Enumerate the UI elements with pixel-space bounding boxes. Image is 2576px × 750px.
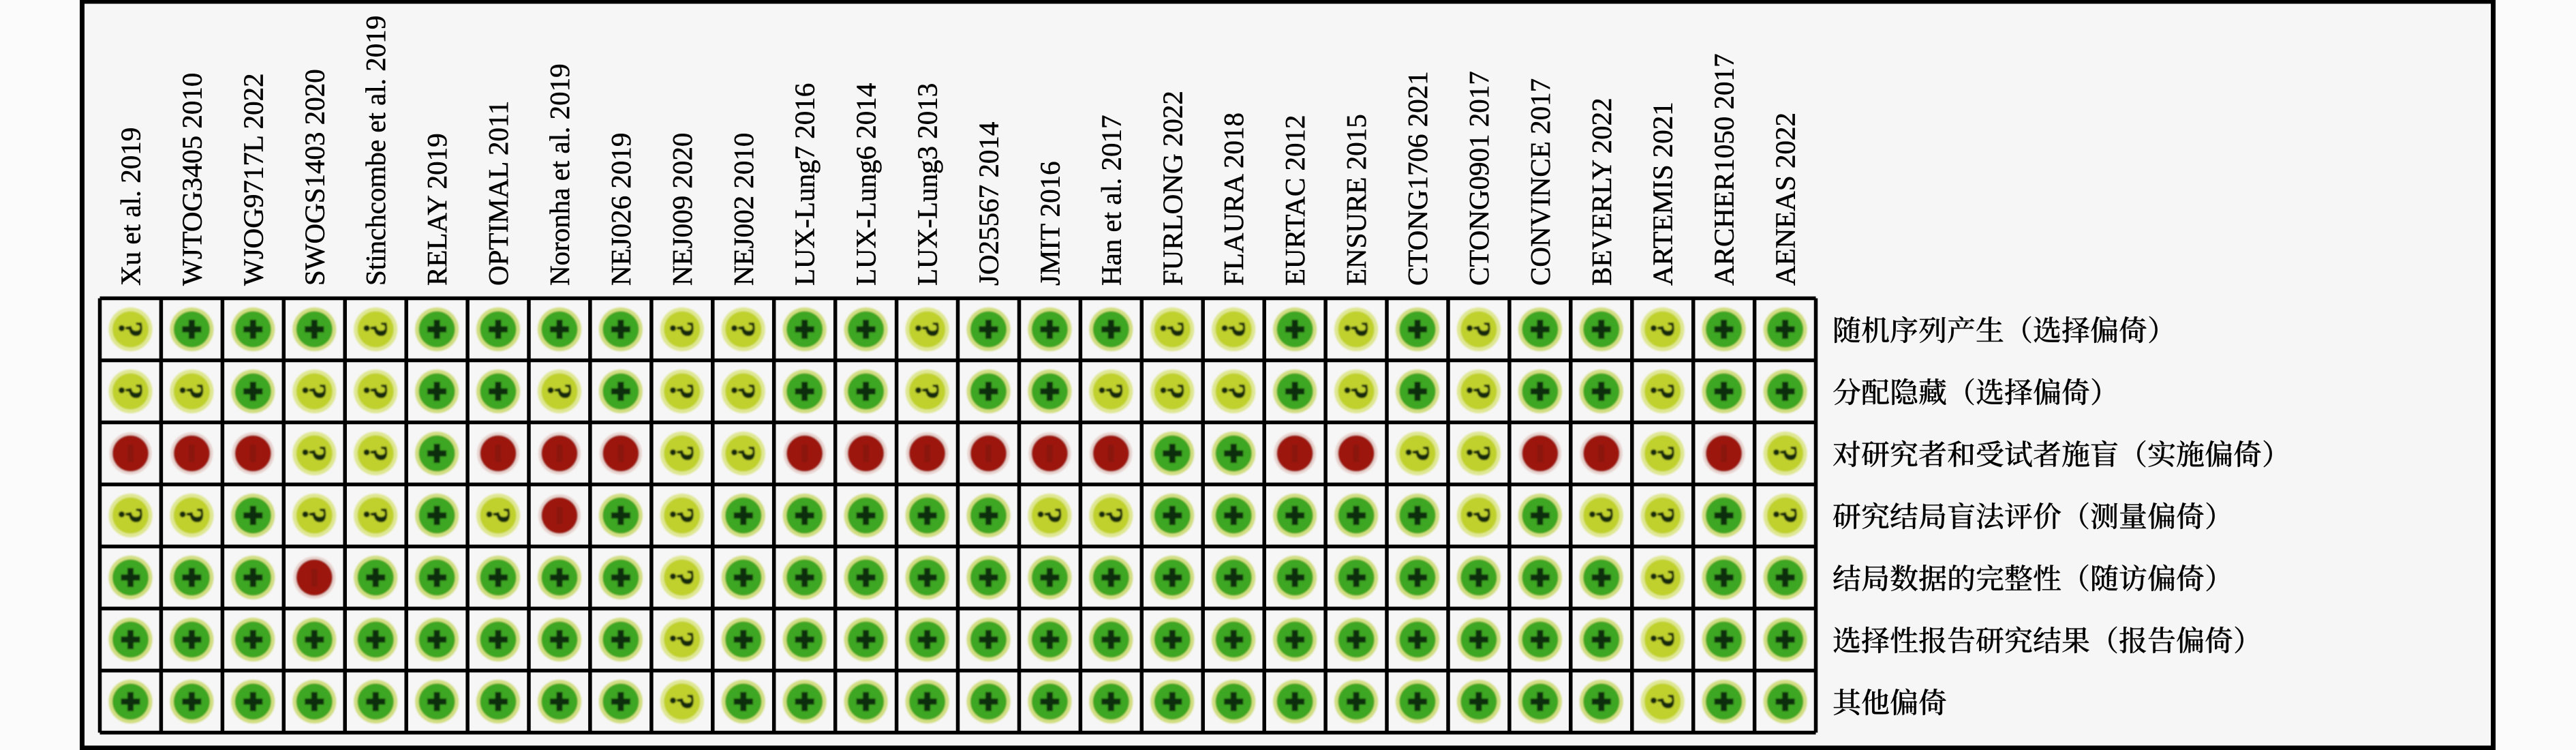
svg-text:?: ? xyxy=(1644,321,1683,338)
svg-text:?: ? xyxy=(1460,321,1499,338)
svg-text:?: ? xyxy=(1154,383,1192,400)
svg-text:Han et al. 2017: Han et al. 2017 xyxy=(1095,115,1126,286)
svg-text:CTONG0901 2017: CTONG0901 2017 xyxy=(1463,71,1494,286)
svg-text:?: ? xyxy=(1644,445,1683,462)
svg-text:AENEAS 2022: AENEAS 2022 xyxy=(1770,112,1801,286)
svg-text:?: ? xyxy=(1338,321,1376,338)
svg-text:?: ? xyxy=(1460,383,1499,400)
svg-text:?: ? xyxy=(173,383,211,400)
svg-text:Noronha et al. 2019: Noronha et al. 2019 xyxy=(544,63,575,286)
svg-text:?: ? xyxy=(173,507,211,524)
svg-text:JMIT 2016: JMIT 2016 xyxy=(1034,161,1065,286)
svg-text:?: ? xyxy=(1644,569,1683,586)
svg-text:LUX-Lung7 2016: LUX-Lung7 2016 xyxy=(789,83,821,286)
svg-text:?: ? xyxy=(664,383,702,400)
svg-text:?: ? xyxy=(1644,631,1683,648)
svg-text:?: ? xyxy=(1154,321,1192,338)
svg-text:?: ? xyxy=(480,507,518,524)
svg-text:?: ? xyxy=(1460,445,1499,462)
svg-text:?: ? xyxy=(1766,445,1805,462)
svg-text:Stinchcombe et al. 2019: Stinchcombe et al. 2019 xyxy=(360,16,391,286)
svg-text:?: ? xyxy=(908,321,947,338)
svg-text:WJTOG3405 2010: WJTOG3405 2010 xyxy=(176,73,207,286)
svg-text:?: ? xyxy=(664,631,702,648)
svg-text:?: ? xyxy=(357,445,395,462)
svg-text:RELAY 2019: RELAY 2019 xyxy=(421,133,453,286)
svg-text:?: ? xyxy=(357,383,395,400)
svg-text:?: ? xyxy=(296,445,334,462)
svg-text:?: ? xyxy=(296,383,334,400)
svg-text:BEVERLY 2022: BEVERLY 2022 xyxy=(1586,97,1617,286)
svg-text:?: ? xyxy=(1766,507,1805,524)
svg-text:?: ? xyxy=(1215,383,1253,400)
svg-text:?: ? xyxy=(664,321,702,338)
svg-text:?: ? xyxy=(357,321,395,338)
svg-text:?: ? xyxy=(1644,507,1683,524)
svg-text:EURTAC 2012: EURTAC 2012 xyxy=(1279,115,1310,286)
svg-text:NEJ026 2019: NEJ026 2019 xyxy=(605,133,637,286)
svg-text:OPTIMAL 2011: OPTIMAL 2011 xyxy=(482,101,514,286)
svg-text:FURLONG 2022: FURLONG 2022 xyxy=(1156,91,1188,286)
svg-text:?: ? xyxy=(541,383,579,400)
svg-text:ARTEMIS 2021: ARTEMIS 2021 xyxy=(1647,102,1678,286)
svg-text:?: ? xyxy=(664,507,702,524)
svg-text:?: ? xyxy=(725,445,763,462)
svg-text:?: ? xyxy=(1399,445,1437,462)
svg-text:SWOGS1403 2020: SWOGS1403 2020 xyxy=(298,69,330,286)
svg-text:?: ? xyxy=(1644,693,1683,710)
svg-text:?: ? xyxy=(112,383,150,400)
svg-text:?: ? xyxy=(664,445,702,462)
svg-text:?: ? xyxy=(1583,507,1621,524)
svg-text:?: ? xyxy=(908,383,947,400)
svg-text:LUX-Lung6 2014: LUX-Lung6 2014 xyxy=(850,83,882,286)
svg-text:?: ? xyxy=(1215,321,1253,338)
svg-text:?: ? xyxy=(1644,383,1683,400)
svg-text:?: ? xyxy=(112,321,150,338)
svg-text:JO25567 2014: JO25567 2014 xyxy=(973,122,1005,286)
svg-text:?: ? xyxy=(1092,383,1131,400)
svg-text:NEJ002 2010: NEJ002 2010 xyxy=(728,133,759,286)
svg-text:FLAURA 2018: FLAURA 2018 xyxy=(1218,112,1249,286)
svg-text:Xu et al. 2019: Xu et al. 2019 xyxy=(115,127,147,286)
svg-text:?: ? xyxy=(725,321,763,338)
svg-text:LUX-Lung3 2013: LUX-Lung3 2013 xyxy=(912,83,943,286)
svg-text:?: ? xyxy=(357,507,395,524)
svg-text:ENSURE 2015: ENSURE 2015 xyxy=(1340,114,1372,286)
svg-text:WJOG9717L 2022: WJOG9717L 2022 xyxy=(237,73,269,286)
svg-text:?: ? xyxy=(296,507,334,524)
svg-text:?: ? xyxy=(664,693,702,710)
svg-text:CONVINCE 2017: CONVINCE 2017 xyxy=(1524,78,1556,286)
svg-text:?: ? xyxy=(1338,383,1376,400)
svg-text:?: ? xyxy=(1092,507,1131,524)
svg-text:?: ? xyxy=(664,569,702,586)
svg-text:?: ? xyxy=(725,383,763,400)
svg-text:?: ? xyxy=(112,507,150,524)
svg-text:NEJ009 2020: NEJ009 2020 xyxy=(666,133,698,286)
svg-text:ARCHER1050 2017: ARCHER1050 2017 xyxy=(1708,53,1740,286)
svg-text:?: ? xyxy=(1460,507,1499,524)
svg-text:CTONG1706 2021: CTONG1706 2021 xyxy=(1402,71,1433,286)
svg-text:?: ? xyxy=(1031,507,1069,524)
